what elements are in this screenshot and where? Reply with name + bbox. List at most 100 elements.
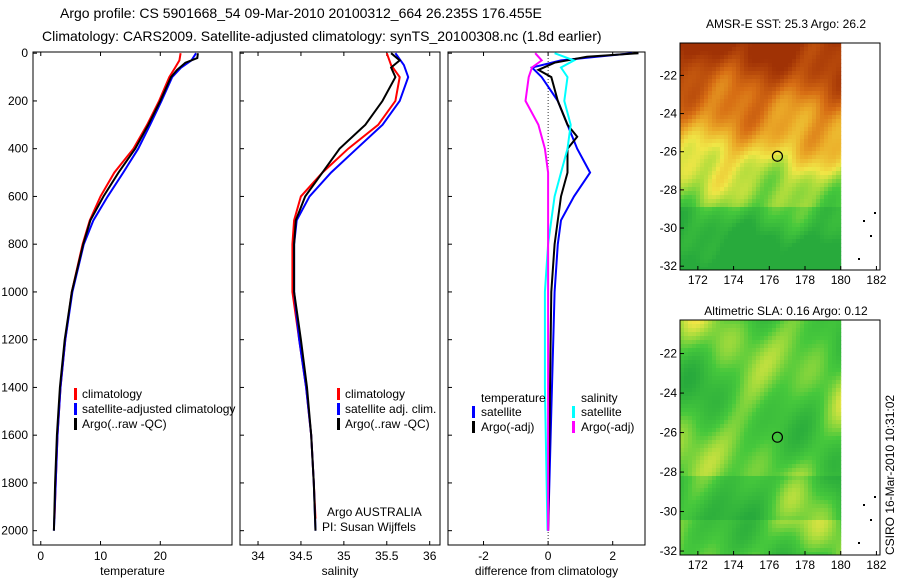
plot-frame bbox=[32, 51, 233, 546]
legend-entry: satellite bbox=[481, 405, 522, 419]
legend-swatch bbox=[74, 388, 77, 400]
series-line-argo-raw-qc- bbox=[293, 52, 402, 531]
island-mark bbox=[863, 504, 865, 506]
x-tick-label: 2 bbox=[609, 549, 616, 563]
legend-entry: climatology bbox=[345, 387, 405, 401]
y-tick-label: -26 bbox=[660, 426, 678, 440]
y-tick-label: 0 bbox=[21, 46, 28, 60]
legend-entry: Argo(-adj) bbox=[581, 420, 634, 434]
x-tick-label: -2 bbox=[478, 549, 489, 563]
legend-entry: satellite-adjusted climatology bbox=[82, 402, 235, 416]
salinity-panel: 34 34.5 35 35.5 36 salinity climatologysatelli… bbox=[239, 51, 441, 578]
plot-frame bbox=[239, 51, 441, 546]
x-tick-label: 174 bbox=[724, 558, 744, 572]
y-tick-label: -26 bbox=[660, 145, 678, 159]
island-mark bbox=[874, 212, 876, 214]
y-tick-label: -30 bbox=[660, 505, 678, 519]
x-tick-label: 34.5 bbox=[289, 549, 313, 563]
x-tick-label: 182 bbox=[866, 273, 886, 287]
x-tick-label: 176 bbox=[759, 558, 779, 572]
float-program-annotation: Argo AUSTRALIA bbox=[327, 505, 422, 519]
legend-entry: climatology bbox=[82, 387, 142, 401]
island-mark bbox=[874, 496, 876, 498]
x-tick-label: 0 bbox=[37, 549, 44, 563]
x-axis-label: salinity bbox=[322, 564, 359, 578]
x-tick-label: 180 bbox=[831, 273, 851, 287]
x-tick-label: 36 bbox=[423, 549, 437, 563]
argo-location-marker bbox=[771, 150, 784, 162]
footer-timestamp: CSIRO 16-Mar-2010 10:31:02 bbox=[883, 395, 897, 555]
legend-entry: Argo(-adj) bbox=[481, 420, 534, 434]
y-tick-label: -32 bbox=[660, 544, 678, 558]
pi-annotation: PI: Susan Wijffels bbox=[322, 520, 416, 534]
figure-title-line2: Climatology: CARS2009. Satellite-adjuste… bbox=[42, 28, 602, 44]
legend-swatch bbox=[472, 406, 475, 418]
sla-map-panel: Altimetric SLA: 0.16 Argo: 0.12 172 174 176… bbox=[660, 304, 887, 572]
x-tick-label: 20 bbox=[154, 549, 168, 563]
y-tick-label: 1600 bbox=[1, 428, 28, 442]
series-line-argo-raw-qc- bbox=[52, 53, 199, 531]
y-tick-label: -28 bbox=[660, 465, 678, 479]
y-tick-label: 1800 bbox=[1, 476, 28, 490]
y-tick-label: -22 bbox=[660, 68, 678, 82]
island-mark bbox=[870, 235, 872, 237]
series-line-salinity-argo-adj- bbox=[524, 52, 550, 531]
legend-swatch bbox=[472, 421, 475, 433]
island-mark bbox=[858, 258, 860, 260]
y-tick-label: -22 bbox=[660, 347, 678, 361]
y-tick-label: 2000 bbox=[1, 524, 28, 538]
legend-swatch bbox=[74, 418, 77, 430]
x-tick-label: 35.5 bbox=[375, 549, 399, 563]
legend-swatch bbox=[337, 388, 340, 400]
legend-swatch bbox=[337, 418, 340, 430]
x-tick-label: 178 bbox=[795, 273, 815, 287]
map-title: AMSR-E SST: 25.3 Argo: 26.2 bbox=[706, 17, 866, 31]
x-tick-label: 176 bbox=[759, 273, 779, 287]
figure-title-line1: Argo profile: CS 5901668_54 09-Mar-2010 … bbox=[60, 5, 542, 21]
legend-swatch bbox=[337, 403, 340, 415]
legend-entry: Argo(..raw -QC) bbox=[345, 417, 430, 431]
map-field-sla bbox=[680, 320, 842, 556]
series-line-temperature-satellite bbox=[530, 52, 633, 531]
legend-swatch bbox=[572, 421, 575, 433]
x-tick-label: 180 bbox=[831, 558, 851, 572]
island-mark bbox=[863, 220, 865, 222]
y-tick-label: 1000 bbox=[1, 285, 28, 299]
map-frame bbox=[679, 42, 881, 271]
y-tick-label: -24 bbox=[660, 386, 678, 400]
island-mark bbox=[858, 542, 860, 544]
x-tick-label: 35 bbox=[337, 549, 351, 563]
y-tick-label: 200 bbox=[8, 94, 28, 108]
legend-swatch bbox=[74, 403, 77, 415]
map-field-sst bbox=[680, 43, 842, 271]
argo-location-marker bbox=[771, 431, 784, 443]
legend-swatch bbox=[572, 406, 575, 418]
series-line-temperature-argo-adj- bbox=[536, 52, 639, 531]
x-tick-label: 172 bbox=[688, 273, 708, 287]
x-tick-label: 172 bbox=[688, 558, 708, 572]
y-tick-label: -24 bbox=[660, 107, 678, 121]
island-mark bbox=[870, 519, 872, 521]
legend-entry: satellite bbox=[581, 405, 622, 419]
y-tick-label: -32 bbox=[660, 259, 678, 273]
legend-entry: satellite adj. clim. bbox=[345, 402, 436, 416]
series-line-salinity-satellite bbox=[543, 52, 577, 531]
legend-header: temperature bbox=[481, 391, 546, 405]
legend-entry: Argo(..raw -QC) bbox=[82, 417, 167, 431]
x-axis-label: temperature bbox=[100, 564, 165, 578]
x-axis-label: difference from climatology bbox=[475, 564, 618, 578]
y-tick-label: 1200 bbox=[1, 333, 28, 347]
x-tick-label: 0 bbox=[545, 549, 552, 563]
y-tick-label: -30 bbox=[660, 221, 678, 235]
legend-header: salinity bbox=[581, 391, 618, 405]
x-tick-label: 178 bbox=[795, 558, 815, 572]
y-tick-label: 400 bbox=[8, 142, 28, 156]
x-tick-label: 10 bbox=[94, 549, 108, 563]
y-tick-label: -28 bbox=[660, 183, 678, 197]
x-tick-label: 34 bbox=[251, 549, 265, 563]
y-tick-label: 800 bbox=[8, 237, 28, 251]
map-title: Altimetric SLA: 0.16 Argo: 0.12 bbox=[704, 304, 868, 318]
